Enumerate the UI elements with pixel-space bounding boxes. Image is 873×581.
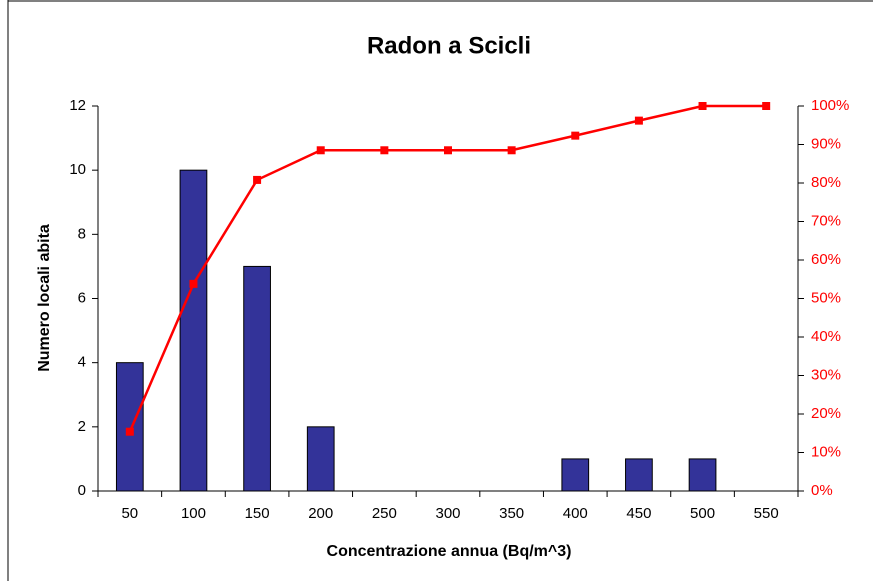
y2-tick-label: 90% <box>811 135 841 152</box>
y-tick-label: 8 <box>78 225 86 242</box>
line-marker <box>507 146 516 155</box>
x-tick-label: 150 <box>245 505 270 522</box>
y2-tick-label: 100% <box>811 97 849 114</box>
y2-tick-label: 50% <box>811 289 841 306</box>
y-tick-label: 2 <box>78 418 86 435</box>
bar <box>688 458 717 492</box>
y2-tick-label: 10% <box>811 443 841 460</box>
y2-tick-label: 0% <box>811 482 833 499</box>
bar <box>306 426 335 492</box>
y2-tick-label: 70% <box>811 212 841 229</box>
x-tick-label: 350 <box>499 505 524 522</box>
line-marker <box>253 175 262 184</box>
line-marker <box>698 102 707 110</box>
x-tick-label: 400 <box>563 505 588 522</box>
y-axis-label: Numero locali abita <box>36 224 53 372</box>
y2-tick-label: 80% <box>811 174 841 191</box>
line-marker <box>380 146 389 155</box>
y2-tick-label: 20% <box>811 405 841 422</box>
x-axis-label: Concentrazione annua (Bq/m^3) <box>327 543 572 560</box>
cumulative-line <box>128 104 767 433</box>
y-tick-label: 12 <box>69 97 86 114</box>
line-marker <box>444 146 452 155</box>
line-marker <box>125 427 134 436</box>
chart-title: Radon a Scicli <box>367 32 531 59</box>
line-marker <box>634 116 643 125</box>
bar <box>561 458 590 492</box>
x-tick-label: 450 <box>626 505 651 522</box>
y-tick-label: 6 <box>78 289 86 306</box>
bar <box>625 458 653 492</box>
bar <box>243 265 271 492</box>
y-tick-label: 4 <box>78 354 86 371</box>
x-tick-label: 550 <box>754 505 779 522</box>
y-tick-label: 0 <box>78 482 86 499</box>
x-tick-label: 300 <box>435 505 460 522</box>
y2-tick-label: 30% <box>811 366 841 383</box>
x-tick-label: 200 <box>308 505 333 522</box>
x-tick-label: 100 <box>181 505 206 522</box>
y-tick-label: 10 <box>69 161 86 178</box>
y2-tick-label: 60% <box>811 251 841 268</box>
line-marker <box>189 279 198 288</box>
bar <box>115 362 144 492</box>
y2-tick-label: 40% <box>811 328 841 345</box>
x-tick-label: 250 <box>372 505 397 522</box>
line-marker <box>571 131 580 140</box>
x-tick-label: 500 <box>690 505 715 522</box>
line-marker <box>762 102 771 110</box>
x-tick-label: 50 <box>121 505 138 522</box>
line-marker <box>316 146 325 155</box>
bar <box>179 169 208 492</box>
